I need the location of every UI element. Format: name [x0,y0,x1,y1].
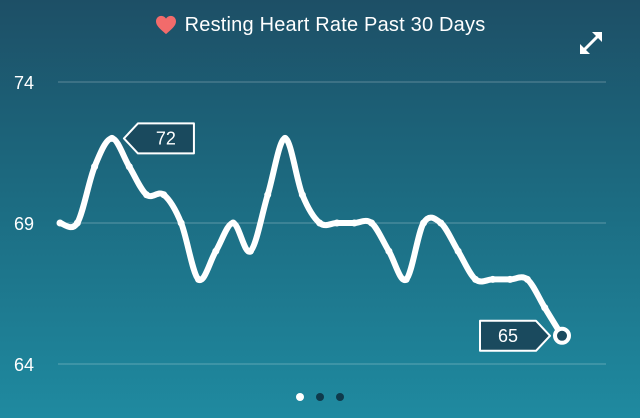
data-point [91,163,99,171]
data-point [333,219,341,227]
page-dot-3[interactable] [336,393,344,401]
data-point [177,219,185,227]
data-point [489,275,497,283]
chart-title: Resting Heart Rate Past 30 Days [184,13,486,36]
data-point [246,247,254,255]
data-point [160,191,168,199]
page-dot-2[interactable] [316,393,324,401]
data-point [125,163,133,171]
data-point [454,247,462,255]
data-point [471,275,479,283]
data-point [143,191,151,199]
data-point [108,134,116,142]
expand-arrows-icon[interactable] [576,28,606,58]
y-tick-layer: 74 69 64 [14,73,34,375]
page-dot-1[interactable] [296,393,304,401]
data-point [229,219,237,227]
data-point [212,247,220,255]
callout-label: 72 [156,128,176,148]
data-point [420,219,428,227]
data-point [437,219,445,227]
series-line [57,135,565,339]
callout-layer: 72 65 [122,122,551,352]
data-point [523,275,531,283]
page-indicator [0,393,640,403]
data-point [73,219,81,227]
callout-tag [479,319,551,352]
heart-icon [155,15,176,35]
line-layer [56,134,571,345]
callout-tag [122,122,195,155]
data-point [402,275,410,283]
data-point [316,219,324,227]
y-tick-label: 64 [14,355,34,375]
y-tick-label: 74 [14,73,34,93]
data-point [541,304,549,312]
data-point [298,191,306,199]
data-point [368,219,376,227]
data-point [350,219,358,227]
latest-data-point [553,326,571,345]
data-point [264,191,272,199]
callout-label: 65 [498,326,518,346]
data-point [194,275,202,283]
data-point [56,219,64,227]
data-point [281,134,289,142]
y-tick-label: 69 [14,214,34,234]
chart-header: Resting Heart Rate Past 30 Days [0,10,640,40]
data-point [385,247,393,255]
data-point [506,275,514,283]
